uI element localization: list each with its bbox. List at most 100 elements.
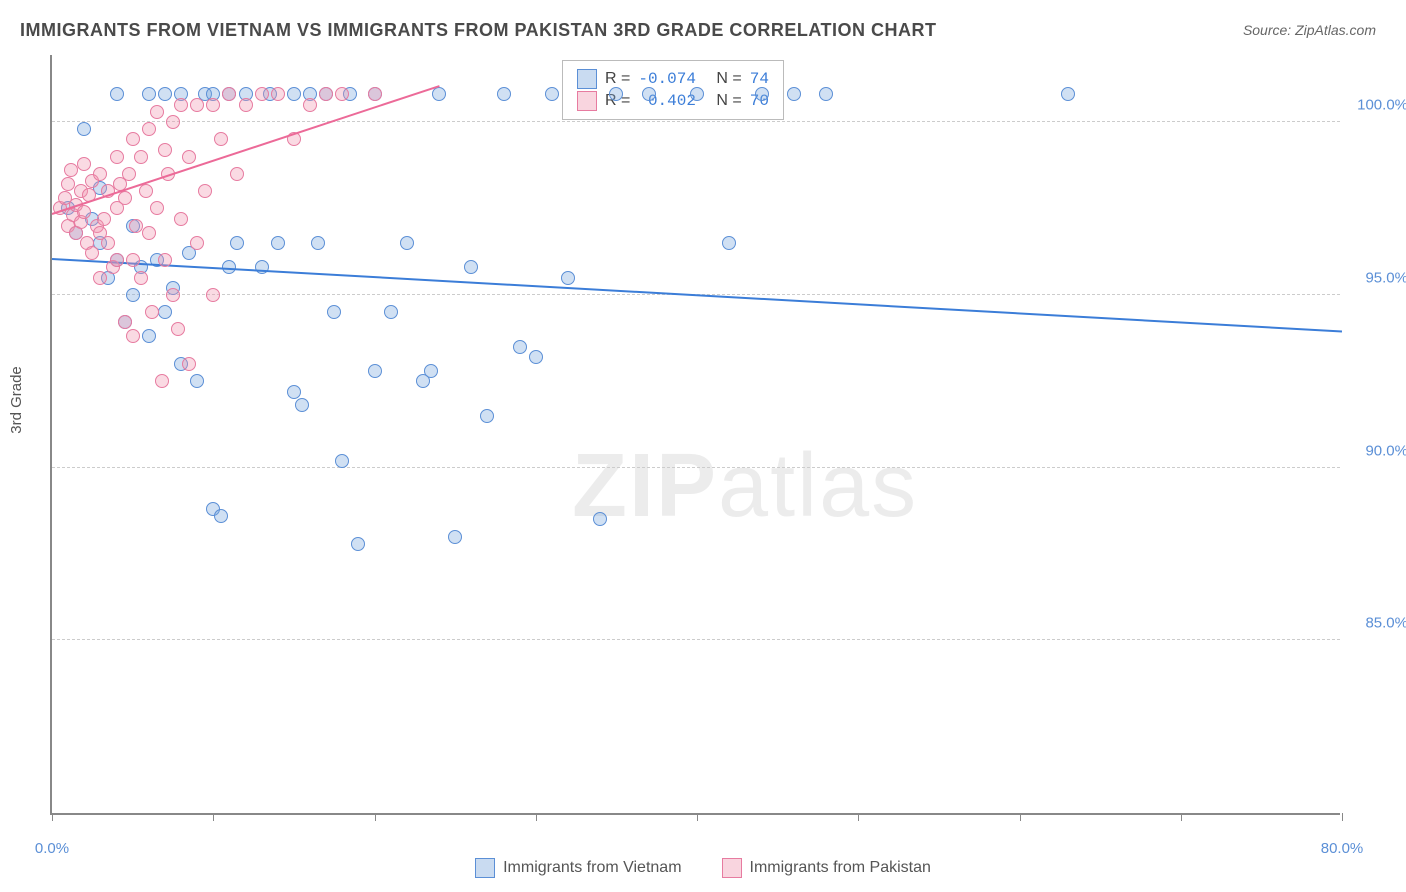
data-point-pakistan bbox=[222, 87, 236, 101]
data-point-pakistan bbox=[142, 226, 156, 240]
data-point-vietnam bbox=[271, 236, 285, 250]
data-point-pakistan bbox=[171, 322, 185, 336]
data-point-vietnam bbox=[126, 288, 140, 302]
data-point-pakistan bbox=[126, 253, 140, 267]
data-point-vietnam bbox=[464, 260, 478, 274]
r-label: R = bbox=[605, 70, 630, 88]
data-point-pakistan bbox=[77, 205, 91, 219]
data-point-vietnam bbox=[424, 364, 438, 378]
data-point-pakistan bbox=[155, 374, 169, 388]
data-point-pakistan bbox=[126, 329, 140, 343]
data-point-vietnam bbox=[351, 537, 365, 551]
data-point-pakistan bbox=[85, 246, 99, 260]
data-point-vietnam bbox=[77, 122, 91, 136]
data-point-pakistan bbox=[77, 157, 91, 171]
source-attribution: Source: ZipAtlas.com bbox=[1243, 22, 1376, 38]
data-point-pakistan bbox=[118, 191, 132, 205]
n-label: N = bbox=[716, 70, 741, 88]
data-point-vietnam bbox=[287, 87, 301, 101]
data-point-vietnam bbox=[327, 305, 341, 319]
data-point-pakistan bbox=[134, 150, 148, 164]
data-point-pakistan bbox=[230, 167, 244, 181]
data-point-pakistan bbox=[166, 115, 180, 129]
chart-title: IMMIGRANTS FROM VIETNAM VS IMMIGRANTS FR… bbox=[20, 20, 936, 41]
data-point-vietnam bbox=[230, 236, 244, 250]
data-point-vietnam bbox=[448, 530, 462, 544]
data-point-vietnam bbox=[819, 87, 833, 101]
data-point-pakistan bbox=[174, 98, 188, 112]
data-point-vietnam bbox=[609, 87, 623, 101]
gridline bbox=[52, 121, 1340, 122]
data-point-pakistan bbox=[129, 219, 143, 233]
swatch-vietnam bbox=[475, 858, 495, 878]
x-tick-mark bbox=[375, 813, 376, 821]
data-point-pakistan bbox=[97, 212, 111, 226]
data-point-pakistan bbox=[145, 305, 159, 319]
y-tick-label: 100.0% bbox=[1357, 97, 1406, 114]
r-value-vietnam: -0.074 bbox=[638, 70, 696, 88]
y-tick-label: 85.0% bbox=[1365, 615, 1406, 632]
data-point-vietnam bbox=[722, 236, 736, 250]
data-point-pakistan bbox=[110, 253, 124, 267]
data-point-pakistan bbox=[93, 167, 107, 181]
data-point-vietnam bbox=[400, 236, 414, 250]
n-value-vietnam: 74 bbox=[750, 70, 769, 88]
data-point-vietnam bbox=[593, 512, 607, 526]
data-point-pakistan bbox=[174, 212, 188, 226]
data-point-pakistan bbox=[182, 150, 196, 164]
legend-row-vietnam: R = -0.074 N = 74 bbox=[577, 69, 769, 89]
x-tick-mark bbox=[1020, 813, 1021, 821]
data-point-vietnam bbox=[497, 87, 511, 101]
data-point-pakistan bbox=[255, 87, 269, 101]
data-point-pakistan bbox=[101, 236, 115, 250]
legend-label-pakistan: Immigrants from Pakistan bbox=[750, 859, 931, 877]
data-point-vietnam bbox=[142, 87, 156, 101]
data-point-vietnam bbox=[158, 87, 172, 101]
x-tick-mark bbox=[213, 813, 214, 821]
data-point-vietnam bbox=[755, 87, 769, 101]
x-tick-mark bbox=[1342, 813, 1343, 821]
legend-label-vietnam: Immigrants from Vietnam bbox=[503, 859, 681, 877]
data-point-pakistan bbox=[134, 271, 148, 285]
series-legend: Immigrants from Vietnam Immigrants from … bbox=[0, 858, 1406, 878]
legend-item-vietnam: Immigrants from Vietnam bbox=[475, 858, 681, 878]
data-point-pakistan bbox=[126, 132, 140, 146]
swatch-vietnam bbox=[577, 69, 597, 89]
data-point-pakistan bbox=[93, 271, 107, 285]
data-point-vietnam bbox=[432, 87, 446, 101]
data-point-vietnam bbox=[787, 87, 801, 101]
data-point-pakistan bbox=[118, 315, 132, 329]
data-point-pakistan bbox=[139, 184, 153, 198]
gridline bbox=[52, 639, 1340, 640]
gridline bbox=[52, 467, 1340, 468]
x-tick-mark bbox=[697, 813, 698, 821]
data-point-vietnam bbox=[158, 305, 172, 319]
data-point-pakistan bbox=[61, 177, 75, 191]
data-point-vietnam bbox=[480, 409, 494, 423]
data-point-vietnam bbox=[311, 236, 325, 250]
data-point-pakistan bbox=[319, 87, 333, 101]
data-point-pakistan bbox=[158, 143, 172, 157]
scatter-plot: ZIPatlas R = -0.074 N = 74 R = 0.402 N =… bbox=[50, 55, 1340, 815]
y-tick-label: 95.0% bbox=[1365, 269, 1406, 286]
data-point-pakistan bbox=[182, 357, 196, 371]
swatch-pakistan bbox=[722, 858, 742, 878]
data-point-pakistan bbox=[110, 150, 124, 164]
data-point-pakistan bbox=[206, 98, 220, 112]
data-point-pakistan bbox=[271, 87, 285, 101]
data-point-vietnam bbox=[545, 87, 559, 101]
data-point-pakistan bbox=[122, 167, 136, 181]
n-label: N = bbox=[716, 92, 741, 110]
x-tick-mark bbox=[52, 813, 53, 821]
data-point-pakistan bbox=[190, 98, 204, 112]
source-link[interactable]: ZipAtlas.com bbox=[1295, 22, 1376, 38]
data-point-pakistan bbox=[368, 87, 382, 101]
data-point-vietnam bbox=[142, 329, 156, 343]
data-point-vietnam bbox=[287, 385, 301, 399]
data-point-pakistan bbox=[214, 132, 228, 146]
data-point-pakistan bbox=[239, 98, 253, 112]
y-tick-label: 90.0% bbox=[1365, 442, 1406, 459]
data-point-pakistan bbox=[190, 236, 204, 250]
data-point-pakistan bbox=[150, 201, 164, 215]
data-point-vietnam bbox=[335, 454, 349, 468]
